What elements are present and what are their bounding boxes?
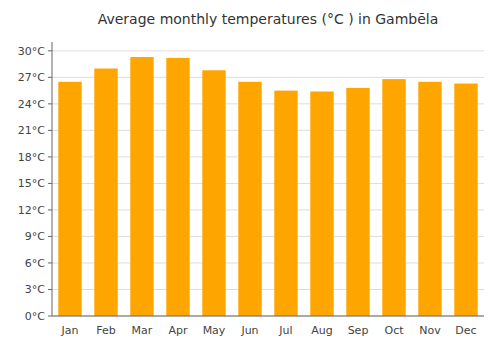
y-tick-label: 30°C bbox=[18, 45, 45, 58]
x-tick-label: Jul bbox=[278, 324, 292, 337]
x-tick-label: May bbox=[203, 324, 226, 337]
y-tick bbox=[48, 77, 52, 78]
y-axis-line bbox=[52, 42, 53, 316]
y-tick bbox=[48, 183, 52, 184]
bar bbox=[346, 88, 369, 316]
bar bbox=[58, 82, 81, 316]
grid-line bbox=[52, 50, 484, 51]
title: Average monthly temperatures (°C ) in Ga… bbox=[98, 11, 439, 27]
bar bbox=[418, 82, 441, 316]
y-tick bbox=[48, 156, 52, 157]
bar bbox=[94, 69, 117, 316]
bars bbox=[58, 57, 477, 316]
y-tick-label: 6°C bbox=[25, 257, 45, 270]
y-tick-label: 9°C bbox=[25, 230, 45, 243]
x-tick-label: Aug bbox=[311, 324, 332, 337]
x-tick-label: Sep bbox=[348, 324, 369, 337]
y-tick bbox=[48, 130, 52, 131]
chart: Average monthly temperatures (°C ) in Ga… bbox=[0, 0, 500, 350]
bar bbox=[130, 57, 153, 316]
x-tick-label: Feb bbox=[96, 324, 115, 337]
y-tick-label: 18°C bbox=[18, 151, 45, 164]
y-tick bbox=[48, 236, 52, 237]
x-tick-label: Nov bbox=[419, 324, 441, 337]
bar bbox=[454, 84, 477, 316]
x-tick-label: Oct bbox=[384, 324, 404, 337]
x-axis: Jan Feb Mar Apr May Jun Jul Aug Sep Oct Nov Dec bbox=[52, 316, 484, 337]
y-tick bbox=[48, 316, 52, 317]
bar bbox=[166, 58, 189, 316]
y-axis: 0°C 3°C 6°C 9°C 12°C 15°C 18°C 21°C 24°C 27°C 30°C bbox=[18, 42, 52, 323]
y-tick bbox=[48, 262, 52, 263]
x-axis-line bbox=[52, 316, 484, 317]
bar bbox=[274, 91, 297, 316]
y-tick-label: 15°C bbox=[18, 177, 45, 190]
y-tick-label: 0°C bbox=[25, 310, 45, 323]
y-tick-label: 12°C bbox=[18, 204, 45, 217]
chart-container: Average monthly temperatures (°C ) in Ga… bbox=[0, 0, 500, 350]
x-tick-label: Mar bbox=[132, 324, 153, 337]
y-tick bbox=[48, 103, 52, 104]
grid bbox=[52, 51, 484, 316]
grid-line bbox=[52, 316, 484, 317]
bar bbox=[238, 82, 261, 316]
bar bbox=[202, 70, 225, 316]
x-tick-label: Jan bbox=[61, 324, 79, 337]
x-tick-label: Jun bbox=[240, 324, 258, 337]
x-tick-label: Dec bbox=[455, 324, 476, 337]
y-tick bbox=[48, 289, 52, 290]
y-tick bbox=[48, 50, 52, 51]
y-tick bbox=[48, 209, 52, 210]
y-tick-label: 21°C bbox=[18, 124, 45, 137]
bar bbox=[382, 79, 405, 316]
x-tick-label: Apr bbox=[168, 324, 188, 337]
y-tick-label: 24°C bbox=[18, 98, 45, 111]
bar bbox=[310, 91, 333, 316]
y-tick-label: 27°C bbox=[18, 71, 45, 84]
y-tick-label: 3°C bbox=[25, 283, 45, 296]
